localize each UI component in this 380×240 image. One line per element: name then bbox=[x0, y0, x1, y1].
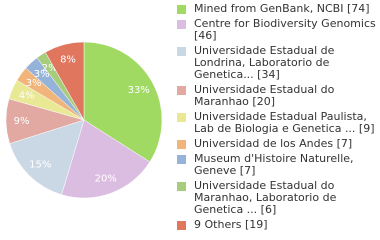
slice-label: 8% bbox=[60, 55, 76, 66]
legend-item: Museum d'Histoire Naturelle, Geneve [7] bbox=[176, 153, 376, 177]
slice-label: 9% bbox=[14, 116, 30, 127]
legend-label: Centre for Biodiversity Genomics [46] bbox=[194, 17, 376, 42]
legend-swatch bbox=[176, 154, 187, 165]
pie: 33%20%15%9%4%3%3%2%8% bbox=[5, 41, 163, 199]
legend-swatch bbox=[176, 181, 187, 192]
pie-slice bbox=[45, 41, 85, 121]
legend-swatch bbox=[176, 19, 187, 30]
legend-label: Universidade Estadual Paulista, Lab de B… bbox=[194, 110, 375, 135]
pie-slice bbox=[61, 119, 151, 199]
slice-label: 2% bbox=[42, 63, 58, 74]
slice-label: 15% bbox=[29, 159, 51, 170]
legend-item: Mined from GenBank, NCBI [74] bbox=[176, 3, 376, 15]
slice-label: 20% bbox=[95, 173, 117, 184]
legend-label: Mined from GenBank, NCBI [74] bbox=[194, 2, 370, 15]
legend-label: Museum d'Histoire Naturelle, Geneve [7] bbox=[194, 152, 354, 177]
legend-item: 9 Others [19] bbox=[176, 219, 376, 231]
legend-label: Universidade Estadual do Maranhao, Labor… bbox=[194, 179, 337, 216]
slice-label: 3% bbox=[34, 69, 50, 80]
legend-item: Centre for Biodiversity Genomics [46] bbox=[176, 18, 376, 42]
legend-label: 9 Others [19] bbox=[194, 218, 268, 231]
legend-label: Universidade Estadual do Maranhao [20] bbox=[194, 83, 335, 108]
pie-slice bbox=[9, 119, 85, 196]
legend-item: Universidade Estadual do Maranhao [20] bbox=[176, 84, 376, 108]
legend-swatch bbox=[176, 46, 187, 57]
legend-item: Universidade Estadual de Londrina, Labor… bbox=[176, 45, 376, 81]
slice-label: 4% bbox=[19, 90, 35, 101]
slice-label: 33% bbox=[128, 85, 150, 96]
legend-swatch bbox=[176, 4, 187, 15]
legend-item: Universidade Estadual do Maranhao, Labor… bbox=[176, 180, 376, 216]
legend-label: Universidade Estadual de Londrina, Labor… bbox=[194, 44, 335, 81]
legend-label: Universidad de los Andes [7] bbox=[194, 137, 353, 150]
legend-swatch bbox=[176, 112, 187, 123]
pie-slice bbox=[83, 41, 163, 163]
slice-label: 3% bbox=[26, 78, 42, 89]
legend-swatch bbox=[176, 85, 187, 96]
legend-item: Universidad de los Andes [7] bbox=[176, 138, 376, 150]
legend-swatch bbox=[176, 139, 187, 150]
legend-item: Universidade Estadual Paulista, Lab de B… bbox=[176, 111, 376, 135]
legend: Mined from GenBank, NCBI [74] Centre for … bbox=[176, 3, 376, 234]
legend-swatch bbox=[176, 220, 187, 231]
